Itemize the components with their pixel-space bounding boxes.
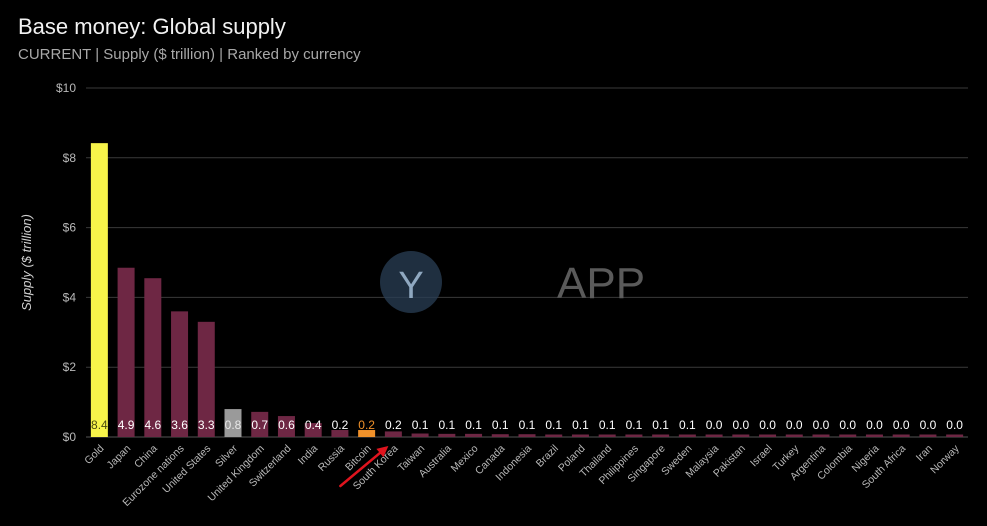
data-label: 4.6 xyxy=(144,418,161,432)
watermark-text: APP xyxy=(557,259,645,308)
data-label: 0.1 xyxy=(412,418,429,432)
data-labels-layer: 8.4 4.9 4.6 3.6 3.3 0.8 0.7 0.6 0.4 0.2 0.2 0.2 0.1 0… xyxy=(91,418,963,432)
data-label: 0.2 xyxy=(385,418,402,432)
y-axis-label: Supply ($ trillion) xyxy=(19,214,34,311)
data-label: 0.1 xyxy=(599,418,616,432)
bar-philippines xyxy=(625,434,643,437)
data-label: 0.1 xyxy=(572,418,589,432)
data-label: 0.1 xyxy=(679,418,696,432)
bar-japan xyxy=(117,267,135,437)
bar-south-korea xyxy=(384,431,402,437)
annotation-layer xyxy=(339,446,389,488)
x-tick-label: Iran xyxy=(914,443,935,464)
y-tick-label: $4 xyxy=(63,290,77,304)
x-tick-label: Gold xyxy=(82,443,106,467)
bar-silver xyxy=(224,409,242,437)
bar-malaysia xyxy=(705,434,723,437)
bar-bitcoin xyxy=(358,430,376,437)
grid-layer: $0 $2 $4 $6 $8 $10 xyxy=(56,81,968,444)
data-label: 0.8 xyxy=(225,418,242,432)
bar-mexico xyxy=(465,433,483,437)
chart-subtitle: CURRENT | Supply ($ trillion) | Ranked b… xyxy=(18,46,361,63)
bar-nigeria xyxy=(865,434,883,437)
bar-canada xyxy=(491,434,509,437)
bar-india xyxy=(304,423,322,437)
bar-iran xyxy=(919,434,937,437)
data-label: 3.3 xyxy=(198,418,215,432)
data-label: 0.1 xyxy=(545,418,562,432)
data-label: 0.0 xyxy=(920,418,937,432)
bar-switzerland xyxy=(277,416,295,437)
bar-gold xyxy=(90,143,108,437)
data-label: 3.6 xyxy=(171,418,188,432)
bar-eurozone-nations xyxy=(171,311,189,437)
data-label: 0.0 xyxy=(866,418,883,432)
watermark-logo-icon xyxy=(380,251,442,313)
data-label: 0.7 xyxy=(251,418,268,432)
bar-united-states xyxy=(197,321,215,437)
chart-title: Base money: Global supply xyxy=(18,14,286,39)
bar-taiwan xyxy=(411,433,429,437)
bar-colombia xyxy=(839,434,857,437)
y-tick-label: $0 xyxy=(63,430,77,444)
watermark-logo-letter: Y xyxy=(398,265,423,307)
bar-israel xyxy=(759,434,777,437)
data-label: 0.0 xyxy=(759,418,776,432)
y-tick-label: $10 xyxy=(56,81,76,95)
data-label: 0.0 xyxy=(732,418,749,432)
data-label: 0.0 xyxy=(839,418,856,432)
data-label: 0.4 xyxy=(305,418,322,432)
annotation-arrow-head xyxy=(376,446,389,458)
bar-south-africa xyxy=(892,434,910,437)
x-tick-label: Russia xyxy=(316,443,347,474)
bar-brazil xyxy=(545,434,563,437)
bar-china xyxy=(144,278,162,437)
bar-argentina xyxy=(812,434,830,437)
bars-layer xyxy=(90,143,964,437)
data-label: 0.2 xyxy=(332,418,349,432)
bar-australia xyxy=(438,433,456,437)
data-label: 8.4 xyxy=(91,418,108,432)
bar-thailand xyxy=(598,434,616,437)
data-label: 0.1 xyxy=(652,418,669,432)
y-tick-label: $2 xyxy=(63,360,77,374)
data-label: 0.0 xyxy=(893,418,910,432)
y-tick-label: $8 xyxy=(63,151,77,165)
annotation-arrow-line xyxy=(339,449,384,488)
bar-pakistan xyxy=(732,434,750,437)
data-label: 4.9 xyxy=(118,418,135,432)
data-label: 0.0 xyxy=(786,418,803,432)
data-label: 0.1 xyxy=(492,418,509,432)
watermark: Y APP xyxy=(380,251,645,313)
bar-singapore xyxy=(652,434,670,437)
bar-turkey xyxy=(785,434,803,437)
bar-poland xyxy=(571,434,589,437)
data-label: 0.0 xyxy=(813,418,830,432)
bar-russia xyxy=(331,430,349,437)
data-label: 0.1 xyxy=(519,418,536,432)
x-tick-label: Norway xyxy=(928,442,962,476)
data-label: 0.1 xyxy=(626,418,643,432)
bar-norway xyxy=(946,434,964,437)
data-label: 0.2 xyxy=(358,418,375,432)
y-tick-label: $6 xyxy=(63,221,77,235)
data-label: 0.1 xyxy=(438,418,455,432)
bar-indonesia xyxy=(518,434,536,437)
data-label: 0.6 xyxy=(278,418,295,432)
x-tick-label: Japan xyxy=(104,443,133,472)
data-label: 0.1 xyxy=(465,418,482,432)
bar-sweden xyxy=(678,434,696,437)
data-label: 0.0 xyxy=(706,418,723,432)
bar-united-kingdom xyxy=(251,411,269,437)
data-label: 0.0 xyxy=(946,418,963,432)
